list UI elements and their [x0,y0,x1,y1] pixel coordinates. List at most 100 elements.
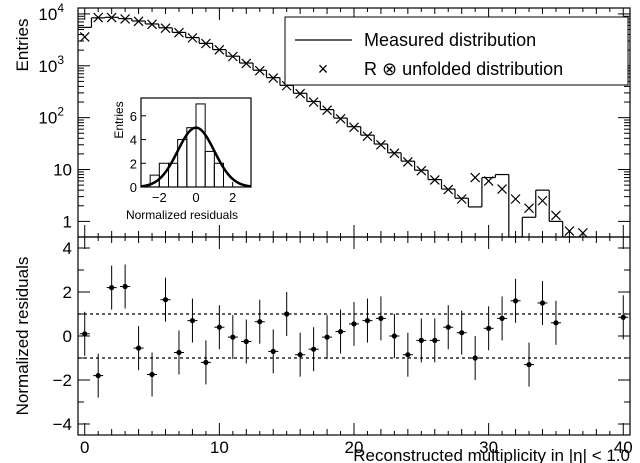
unfolded-point [174,27,184,38]
residual-point [429,318,440,363]
bottom-y-tick-label: 2 [63,283,72,302]
unfolded-point [120,14,131,24]
residual-point [214,305,225,350]
unfolded-point [537,195,548,206]
top-ylabel: Entries [13,19,32,72]
legend-label-measured: Measured distribution [364,30,536,50]
residual-points [79,264,629,398]
top-y-tick-label: 1 [63,212,72,231]
residual-point [349,301,359,346]
bottom-x-tick-label: 0 [80,438,89,457]
unfolded-point [93,12,104,23]
unfolded-point [497,184,508,194]
unfolded-point [416,165,427,176]
residual-point [443,305,454,350]
unfolded-point [510,194,521,204]
legend-cross-marker: × [318,59,329,79]
unfolded-point [402,157,413,167]
residual-point [295,332,306,377]
inset-x-tick-label: 0 [192,190,199,205]
inset-ylabel: Entries [112,101,126,138]
bottom-x-tick-label: 40 [614,438,633,457]
top-y-tick-label: 104 [38,1,64,24]
residual-point [173,330,184,375]
residual-point [483,306,494,351]
unfolded-point [564,226,575,237]
residual-point [281,292,292,336]
top-y-tick-label: 102 [38,105,64,128]
residual-point [187,298,198,343]
residual-point [160,277,171,322]
unfolded-point [214,44,225,55]
residual-point [268,329,279,374]
unfolded-point [295,88,306,99]
unfolded-point [362,131,373,142]
residual-point [456,310,467,355]
legend: Measured distribution × R ⊗ unfolded dis… [284,16,629,86]
bottom-y-tick-label: −2 [53,371,72,390]
unfolded-point [443,184,454,195]
inset-gaussian-curve [140,126,252,188]
unfolded-point [268,73,279,83]
residual-point [120,264,131,309]
inset-x-tick-label: −2 [152,190,167,205]
inset-y-tick-label: 2 [130,156,137,171]
bottom-ylabel: Normalized residuals [13,257,32,416]
residual-point [416,318,427,363]
unfolded-point [133,16,144,27]
residual-point [389,314,400,358]
inset-y-tick-label: 0 [130,180,137,195]
top-y-tick-label: 103 [38,53,64,76]
residual-point [524,342,535,387]
residual-point [362,298,373,343]
residual-point [227,315,238,360]
inset-y-tick-label: 6 [130,109,137,124]
inset-ticks: −2 0 2 0 2 4 6 [130,109,237,205]
residual-point [510,278,521,323]
unfolded-point [429,175,440,185]
unfolded-point [79,31,90,42]
residual-point [147,352,158,397]
unfolded-point [551,210,561,221]
legend-label-unfolded: R ⊗ unfolded distribution [364,59,563,79]
residual-point [322,315,333,360]
residual-point [550,300,561,345]
bottom-x-tick-label: 10 [210,438,229,457]
unfolded-point [349,122,359,133]
unfolded-point [376,139,386,150]
residual-point [537,281,548,325]
legend-box [284,16,629,86]
unfolded-point [524,203,534,214]
unfolded-point [227,51,238,62]
residual-point [200,340,211,385]
residual-point [402,332,413,377]
unfolded-point [200,38,211,49]
residual-point [497,296,508,341]
inset-panel: −2 0 2 0 2 4 6 Entries Normalized residuals [112,97,252,222]
unfolded-point [456,194,467,204]
residual-point [470,336,481,380]
residual-point [618,295,629,340]
top-y-tick-label: 10 [53,161,72,180]
unfolded-point [335,113,346,124]
residual-point [308,327,319,372]
unfolded-markers [79,12,588,238]
residual-point [133,326,144,371]
unfolded-point [483,176,494,186]
bottom-x-tick-label: 30 [479,438,498,457]
unfolded-point [147,19,157,30]
unfolded-point [160,23,171,34]
top-panel: Entries 1 10 102 103 104 Measured distributi… [13,1,631,238]
top-y-ticks: 1 10 102 103 104 [38,1,630,237]
inset-x-tick-label: 2 [229,190,236,205]
unfolded-point [308,97,319,107]
residual-point [241,319,252,364]
unfolded-point [470,172,481,183]
bottom-y-tick-label: 0 [63,327,72,346]
bottom-y-tick-label: −4 [53,415,72,434]
unfolded-point [389,148,400,159]
unfolded-point [322,105,332,116]
